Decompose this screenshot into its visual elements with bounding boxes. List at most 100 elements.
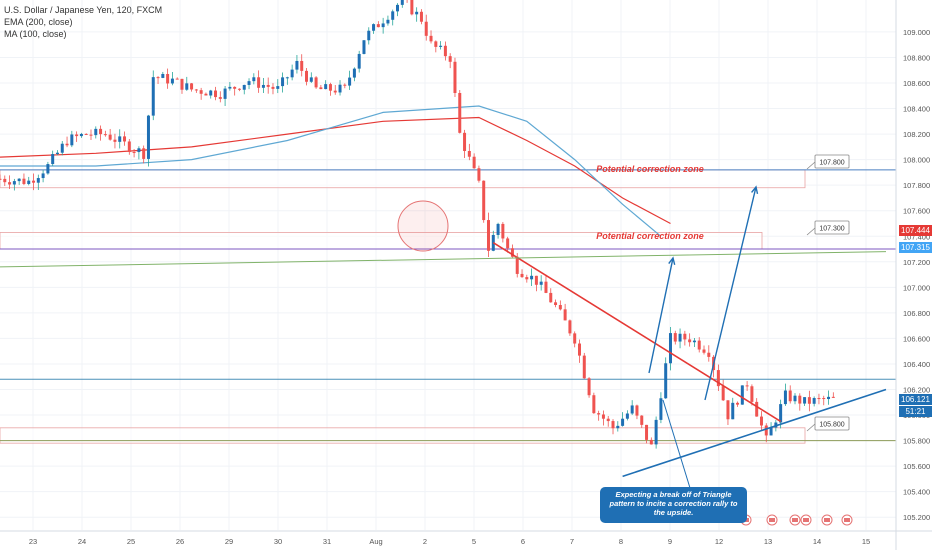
callout-pointer	[662, 399, 691, 489]
candle-body-173	[827, 396, 831, 400]
trendline-long-channel	[0, 251, 887, 268]
arrow-short-target	[648, 257, 674, 374]
price-tick-16: 105.800	[903, 437, 930, 446]
candle-body-92	[439, 45, 443, 47]
candle-body-45	[214, 90, 218, 98]
time-tick-3: 26	[176, 537, 184, 546]
candle-body-158	[755, 401, 759, 417]
candle-body-119	[568, 320, 572, 334]
price-tick-9: 107.200	[903, 258, 930, 267]
price-axis[interactable]: 109.000 108.800 108.600 108.400 108.200 108.0…	[895, 0, 930, 550]
candle-body-56	[266, 84, 270, 87]
event-flag-2	[769, 518, 775, 522]
candle-body-139	[664, 363, 668, 399]
trendline-support	[622, 388, 887, 478]
candle-body-44	[209, 90, 213, 96]
candle-body-110	[525, 277, 529, 280]
candle-body-98	[467, 150, 471, 157]
candle-body-96	[458, 92, 462, 133]
event-flag-3	[792, 518, 798, 522]
candle-body-74	[352, 68, 356, 78]
candle-body-152	[726, 400, 730, 420]
candle-body-32	[151, 77, 155, 116]
zone-upper-label: Potential correction zone	[596, 164, 704, 174]
candle-body-18	[84, 133, 88, 135]
candle-body-73	[348, 77, 352, 86]
candle-body-39	[185, 83, 189, 90]
candle-body-97	[463, 132, 467, 151]
candle-body-76	[362, 40, 366, 54]
candle-body-60	[285, 77, 289, 79]
candle-body-70	[333, 90, 337, 93]
candle-body-26	[123, 136, 127, 142]
candle-body-12	[55, 152, 59, 155]
candle-body-27	[127, 141, 131, 153]
level-tag-box-1	[814, 220, 850, 235]
candle-body-84	[400, 0, 404, 5]
candle-body-153	[731, 402, 735, 420]
event-flag-6	[844, 518, 850, 522]
time-tick-4: 29	[225, 537, 233, 546]
candle-body-11	[51, 154, 55, 165]
arrow-long-target	[704, 186, 757, 401]
candle-body-128	[611, 421, 615, 429]
candle-body-15	[70, 134, 74, 146]
symbol-title: U.S. Dollar / Japanese Yen, 120, FXCM	[4, 5, 163, 15]
time-axis[interactable]: 23 24 25 26 29 30 31 Aug 2 5 6 7 8 9 12 13 14 15	[0, 530, 932, 546]
candle-body-105	[501, 223, 505, 239]
projection-arrows	[648, 185, 759, 489]
candle-body-157	[750, 386, 754, 402]
candle-body-63	[300, 60, 304, 71]
level-tags: 107.800 107.300 105.800	[806, 154, 850, 432]
candle-body-14	[65, 143, 69, 146]
candle-body-146	[697, 340, 701, 350]
candle-body-54	[257, 77, 261, 88]
candle-body-4	[17, 178, 21, 182]
candle-body-140	[668, 333, 672, 364]
candle-body-160	[764, 425, 768, 436]
candle-body-80	[381, 23, 385, 28]
candle-body-161	[769, 427, 773, 436]
highlight-circle	[397, 200, 449, 252]
price-tick-6: 107.800	[903, 181, 930, 190]
time-tick-10: 6	[521, 537, 525, 546]
time-tick-15: 13	[764, 537, 772, 546]
candle-body-124	[592, 395, 596, 414]
candle-body-37	[175, 78, 179, 80]
candle-body-58	[276, 86, 280, 89]
candle-body-164	[783, 390, 787, 405]
time-tick-5: 30	[274, 537, 282, 546]
candle-body-117	[558, 305, 562, 310]
candle-body-131	[625, 413, 629, 419]
candle-body-38	[180, 78, 184, 90]
candle-body-145	[692, 340, 696, 343]
candle-body-31	[146, 115, 150, 159]
candle-body-122	[582, 355, 586, 379]
time-tick-0: 23	[29, 537, 37, 546]
event-flag-4	[803, 518, 809, 522]
level-tag-box-2	[814, 416, 850, 431]
candle-body-107	[510, 248, 514, 257]
ema-indicator-label[interactable]: EMA (200, close)	[4, 17, 73, 27]
candle-body-174	[831, 396, 835, 398]
chart-legend: U.S. Dollar / Japanese Yen, 120, FXCM EM…	[4, 4, 162, 40]
candle-body-68	[324, 84, 328, 90]
candle-body-147	[702, 349, 706, 353]
time-tick-2: 25	[127, 537, 135, 546]
arrow-short-target-head	[668, 256, 676, 265]
price-badge-2: 106.121	[899, 394, 932, 406]
ma-indicator-label[interactable]: MA (100, close)	[4, 29, 67, 39]
candle-body-120	[573, 333, 577, 344]
candle-body-10	[46, 164, 50, 174]
zone-lower-label: Potential correction zone	[596, 231, 704, 241]
price-tick-4: 108.200	[903, 130, 930, 139]
time-tick-13: 9	[668, 537, 672, 546]
support-zone	[0, 427, 806, 444]
candle-body-156	[745, 385, 749, 387]
candle-body-22	[103, 134, 107, 136]
candle-body-135	[645, 424, 649, 440]
candle-body-7	[32, 180, 36, 183]
candle-body-25	[118, 136, 122, 142]
